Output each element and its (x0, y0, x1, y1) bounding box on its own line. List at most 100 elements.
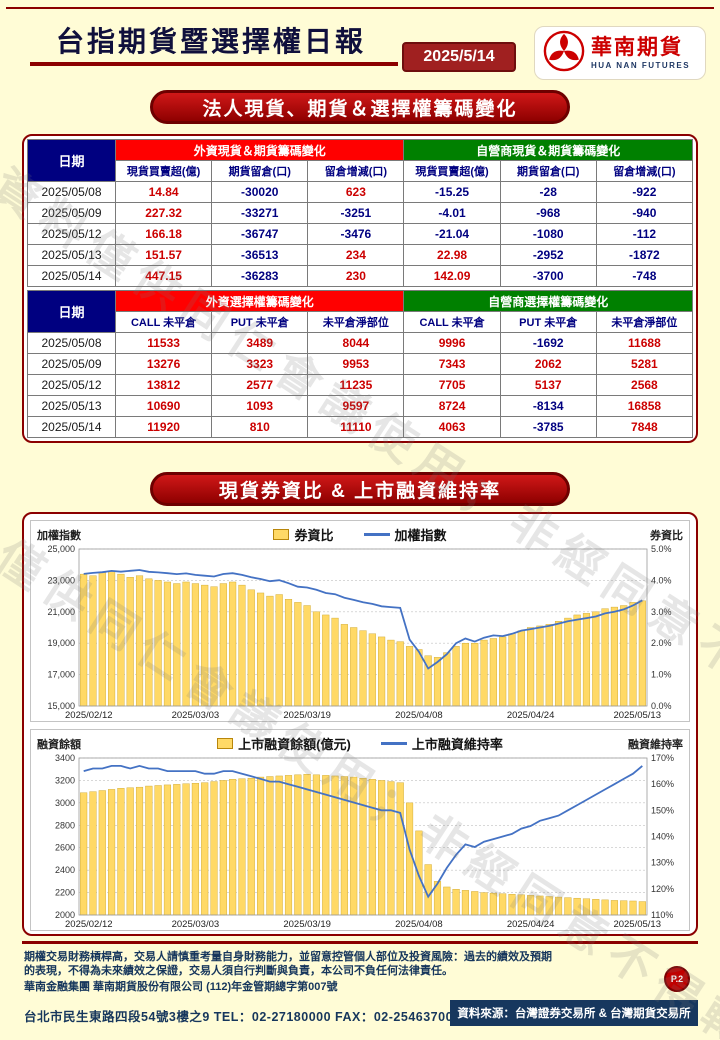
table-row: 2025/05/09 13276 3323 9953 7343 2062 5281 (27, 353, 694, 375)
page-number-badge: P.2 (664, 966, 690, 992)
value-cell: 11920 (114, 416, 213, 438)
column-header: PUT 未平倉 (499, 311, 597, 333)
table-row: 2025/05/14 447.15 -36283 230 142.09 -3700 -748 (27, 265, 694, 287)
bar (499, 636, 507, 707)
value-cell: -1080 (499, 223, 597, 245)
bar (527, 627, 535, 707)
svg-text:25,000: 25,000 (47, 544, 75, 554)
bar (201, 782, 209, 916)
date-cell: 2025/05/12 (27, 223, 116, 245)
section-banner-margin: 現貨券資比 & 上市融資維持率 (150, 472, 570, 506)
column-header: CALL 未平倉 (114, 311, 213, 333)
bar (210, 781, 218, 916)
value-cell: 8724 (403, 395, 501, 417)
column-header: 期貨留倉(口) (499, 160, 597, 182)
bar (508, 633, 516, 707)
value-cell: 11688 (595, 332, 694, 354)
value-cell: 2568 (595, 374, 694, 396)
bar (126, 577, 134, 707)
value-cell: -3700 (499, 265, 597, 287)
column-header: 現貨買賣超(億) (114, 160, 213, 182)
bar (554, 896, 563, 916)
table-row: 2025/05/14 11920 810 11110 4063 -3785 7848 (27, 416, 694, 438)
bar (517, 630, 525, 707)
svg-text:3000: 3000 (55, 798, 75, 808)
value-cell: -1692 (499, 332, 597, 354)
bar (536, 895, 544, 916)
svg-text:3400: 3400 (55, 753, 75, 763)
svg-text:19,000: 19,000 (47, 638, 75, 648)
bar (415, 830, 423, 916)
company-line: 華南金融集團 華南期貨股份有限公司 (112)年金管期總字第007號 (24, 981, 338, 993)
bar (620, 605, 628, 707)
bar (98, 790, 106, 916)
column-header: PUT 未平倉 (211, 311, 309, 333)
bar (154, 580, 162, 707)
bar (601, 899, 609, 916)
bar (368, 633, 376, 707)
dealer-options-group-header: 自營商選擇權籌碼變化 (403, 290, 693, 312)
bar (461, 642, 469, 707)
value-cell: 2577 (211, 374, 309, 396)
value-cell: -4.01 (403, 202, 501, 224)
bar (564, 617, 572, 707)
date-cell: 2025/05/09 (27, 202, 116, 224)
column-header: 未平倉淨部位 (307, 311, 405, 333)
svg-text:2025/04/08: 2025/04/08 (395, 919, 443, 929)
bar (173, 583, 181, 707)
foreign-options-group-header: 外資選擇權籌碼變化 (114, 290, 405, 312)
line-legend-label: 上市融資維持率 (411, 736, 503, 752)
bar (257, 776, 265, 916)
column-header: 留倉增減(口) (595, 160, 694, 182)
value-cell: 7343 (403, 353, 501, 375)
value-cell: 1093 (211, 395, 309, 417)
bar (247, 777, 255, 916)
value-cell: 16858 (595, 395, 694, 417)
value-cell: 9597 (307, 395, 405, 417)
bar (238, 584, 246, 707)
bar-legend-label: 券資比 (294, 527, 334, 543)
value-cell: 7848 (595, 416, 694, 438)
bar (126, 787, 134, 916)
svg-text:2025/05/13: 2025/05/13 (613, 919, 661, 929)
svg-text:2025/03/19: 2025/03/19 (283, 710, 331, 720)
bar (89, 791, 97, 916)
bar (201, 584, 209, 707)
title-underline (30, 62, 398, 66)
bar (331, 617, 339, 707)
bar (406, 646, 414, 707)
bar (89, 575, 97, 707)
value-cell: 5137 (499, 374, 597, 396)
svg-text:17,000: 17,000 (47, 670, 75, 680)
column-header: 未平倉淨部位 (595, 311, 694, 333)
bar (359, 630, 367, 707)
date-cell: 2025/05/14 (27, 416, 116, 438)
bar (135, 575, 144, 707)
value-cell: -3476 (307, 223, 405, 245)
column-header: CALL 未平倉 (403, 311, 501, 333)
value-cell: 4063 (403, 416, 501, 438)
value-cell: 7705 (403, 374, 501, 396)
value-cell: -15.25 (403, 181, 501, 203)
svg-text:2025/05/13: 2025/05/13 (613, 710, 661, 720)
value-cell: 13276 (114, 353, 213, 375)
bar (145, 785, 153, 916)
foreign-group-header: 外資現貨＆期貨籌碼變化 (114, 139, 405, 161)
index-line (83, 764, 643, 899)
index-line (83, 569, 643, 670)
chart-legend: 券資比 加權指數 (31, 524, 689, 544)
bar (359, 777, 367, 916)
svg-text:140%: 140% (651, 832, 674, 842)
bar (517, 894, 525, 916)
svg-text:2025/04/24: 2025/04/24 (507, 710, 555, 720)
bar (229, 581, 237, 707)
bar (527, 895, 535, 916)
bar (350, 776, 358, 916)
table-row: 2025/05/08 11533 3489 8044 9996 -1692 11688 (27, 332, 694, 354)
bar (182, 581, 190, 707)
svg-text:170%: 170% (651, 753, 674, 763)
chart-canvas: 15,000 17,000 19,000 21,000 23,000 25,000 0.0%… (47, 544, 671, 720)
bar (108, 789, 116, 916)
footer-divider (22, 941, 698, 944)
bar-legend-swatch (217, 737, 234, 749)
